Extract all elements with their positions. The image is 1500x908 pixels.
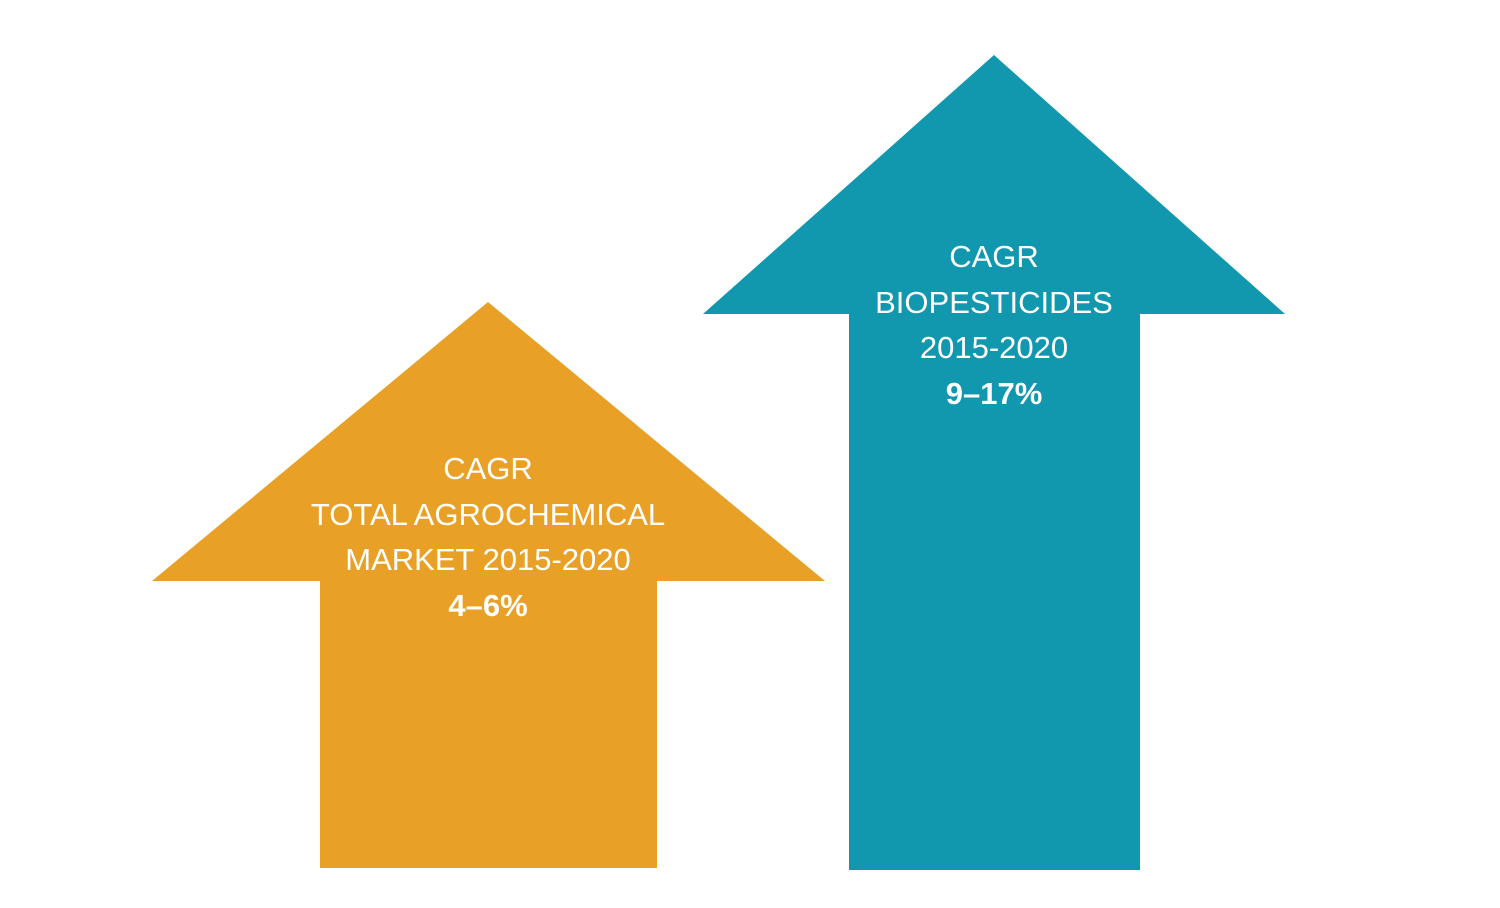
biopesticides-up-arrow — [703, 55, 1285, 870]
agrochemical-market-label: TOTAL AGROCHEMICAL — [310, 496, 666, 532]
agrochemical-up-arrow — [152, 302, 825, 868]
biopesticides-arrow-label: CAGR BIOPESTICIDES 2015-2020 9–17% — [744, 234, 1244, 416]
agrochemical-period-label: MARKET 2015-2020 — [345, 542, 631, 577]
biopesticides-cagr-label: CAGR — [949, 239, 1039, 274]
agrochemical-arrow-label: CAGR TOTAL AGROCHEMICAL MARKET 2015-2020… — [238, 446, 738, 628]
biopesticides-market-label: BIOPESTICIDES — [875, 284, 1113, 320]
agrochemical-cagr-label: CAGR — [443, 451, 533, 486]
agrochemical-cagr-value: 4–6% — [448, 587, 528, 623]
biopesticides-period-label: 2015-2020 — [919, 330, 1069, 365]
biopesticides-cagr-value: 9–17% — [945, 375, 1043, 411]
